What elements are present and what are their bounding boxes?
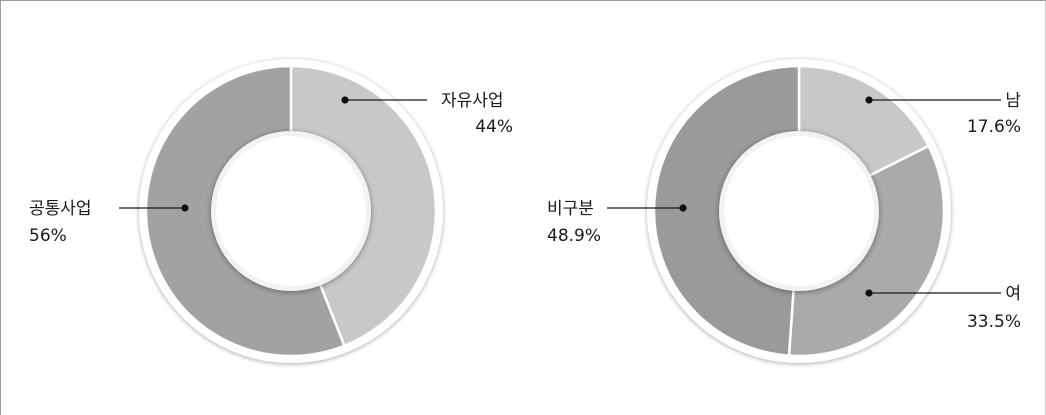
leader-dot-1-2 (181, 204, 189, 212)
donut-hole (724, 136, 874, 286)
donut-chart-1: 자유사업 44% 공통사업 56% (29, 59, 513, 363)
slice-value-2-1: 17.6% (967, 117, 1021, 137)
slice-label-1-2: 공통사업 (29, 199, 92, 219)
slice-label-2-3: 비구분 (547, 199, 594, 219)
donut-chart-2: 남 17.6% 여 33.5% 비구분 48.9% (547, 59, 1021, 363)
slice-label-2-1: 남 (1005, 91, 1021, 111)
slice-label-2-2: 여 (1005, 284, 1021, 304)
slice-label-1-1: 자유사업 (441, 91, 504, 111)
slice-value-1-1: 44% (475, 117, 513, 137)
leader-dot-2-2 (865, 289, 873, 297)
slice-value-2-2: 33.5% (967, 312, 1021, 332)
leader-dot-2-3 (679, 204, 687, 212)
slice-value-1-2: 56% (29, 226, 67, 246)
donut-hole (216, 136, 366, 286)
slice-value-2-3: 48.9% (547, 226, 601, 246)
leader-dot-1-1 (341, 96, 349, 104)
leader-dot-2-1 (865, 96, 873, 104)
